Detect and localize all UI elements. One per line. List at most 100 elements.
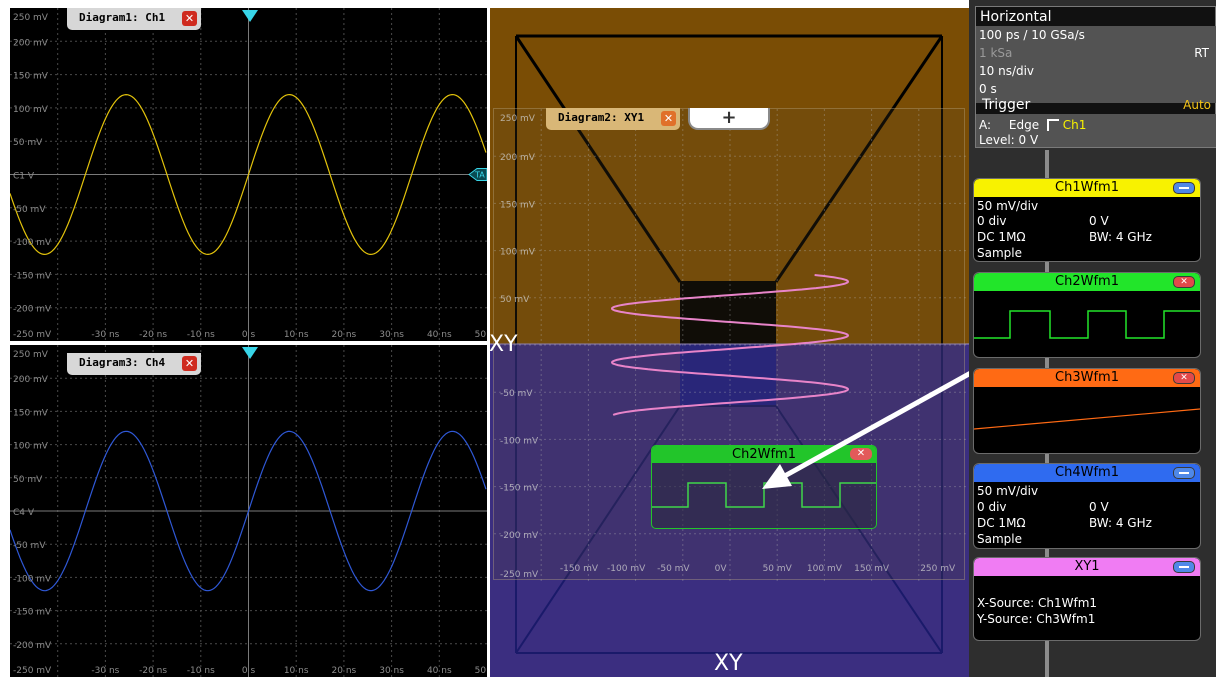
add-tab-label: + [721,107,737,128]
diagram1-trace [10,93,487,256]
drag-preview-title: Ch2Wfm1 [732,447,796,462]
diagram2-title: Diagram2: XY1 [558,111,645,124]
ch4-scale: 50 mV/div [977,484,1039,498]
diagram2-y-tick: -250 mV [500,570,539,580]
trigger-source-prefix: A: [979,118,992,132]
diagram1-x-tick: 50 ns [475,330,487,340]
xy1-panel[interactable]: XY1 X-Source: Ch1Wfm1 Y-Source: Ch3Wfm1 [973,557,1201,641]
diagram3-y-tick: -250 mV [13,666,52,676]
trigger-position-icon[interactable] [242,347,258,359]
horizontal-record-length: 1 kSa [979,46,1013,60]
diagram3-x-tick: 40 ns [427,666,452,676]
diagram2-y-tick: 150 mV [500,200,536,210]
xy1-title: XY1 [1074,559,1100,574]
ch1-offset-div: 0 div [977,214,1007,228]
ch1-bandwidth: BW: 4 GHz [1089,230,1152,244]
xy1-minimize-icon[interactable] [1173,561,1195,573]
ch2-thumbnail [974,310,1200,339]
xy1-y-source: Y-Source: Ch3Wfm1 [977,612,1096,626]
horizontal-trigger-panel[interactable]: Horizontal 100 ps / 10 GSa/s 1 kSa RT 10… [975,6,1216,148]
diagram3-tab[interactable]: Diagram3: Ch4 ✕ [67,353,201,375]
diagram2-x-tick: -150 mV [560,564,599,574]
drag-preview-waveform [652,482,876,508]
diagram1-y-tick: 250 mV [13,13,49,23]
diagram2-plot[interactable]: 250 mV 200 mV 150 mV 100 mV 50 mV -50 mV -100 … [494,109,966,581]
diagram1-y-tick: -250 mV [13,330,52,340]
horizontal-title: Horizontal [980,9,1052,25]
diagram2-y-tick: -100 mV [500,436,539,446]
add-diagram-tab[interactable]: + [688,108,770,130]
diagram3-y-tick: -100 mV [13,574,52,584]
ch3-title: Ch3Wfm1 [1055,370,1119,385]
diagram3-x-tick: -30 ns [91,666,119,676]
horizontal-position: 0 s [979,82,997,96]
diagram2-y-tick: -200 mV [500,531,539,541]
trigger-source: Ch1 [1062,118,1087,132]
diagram2-y-tick: -50 mV [500,389,533,399]
xy1-trace [610,274,850,416]
diagram2-y-tick: 200 mV [500,153,536,163]
diagram3-y-tick: -200 mV [13,641,52,651]
diagram3-y-tick: 200 mV [13,375,49,385]
ch1-waveform-panel[interactable]: Ch1Wfm1 50 mV/div 0 div 0 V DC 1MΩ BW: 4… [973,178,1201,262]
drag-preview-ch2[interactable]: Ch2Wfm1 ✕ [651,445,877,529]
diagram1-x-tick: 10 ns [284,330,309,340]
diagram1-tab[interactable]: Diagram1: Ch1 ✕ [67,8,201,30]
diagram3-trace [10,430,487,592]
xy-drop-frame [490,34,969,654]
diagram3-x-tick: -20 ns [139,666,167,676]
diagram1-title: Diagram1: Ch1 [79,11,166,24]
ch4-waveform-panel[interactable]: Ch4Wfm1 50 mV/div 0 div 0 V DC 1MΩ BW: 4… [973,463,1201,549]
ch4-bandwidth: BW: 4 GHz [1089,516,1152,530]
diagram1-x-tick: 0 s [242,330,256,340]
diagram1-x-tick: 40 ns [427,330,452,340]
ch3-close-icon[interactable]: ✕ [1173,372,1195,384]
diagram3-x-tick: 0 s [242,666,256,676]
ch2-waveform-panel[interactable]: Ch2Wfm1 ✕ [973,272,1201,358]
ch1-scale: 50 mV/div [977,199,1039,213]
trigger-level-marker[interactable] [468,168,487,181]
diagram3-x-tick: -10 ns [187,666,215,676]
diagram2-x-tick: 250 mV [920,564,956,574]
diagram2-tab[interactable]: Diagram2: XY1 ✕ [546,108,680,130]
ch4-title: Ch4Wfm1 [1055,465,1119,480]
ch4-coupling: DC 1MΩ [977,516,1026,530]
diagram1-y-tick: 100 mV [13,105,49,115]
diagram1-plot[interactable]: 250 mV 200 mV 150 mV 100 mV 50 mV C1 V -50 mV -… [10,8,487,341]
rising-edge-icon [1046,119,1059,131]
trigger-mode: Auto [1183,98,1211,112]
diagram1-panel[interactable]: 250 mV 200 mV 150 mV 100 mV 50 mV C1 V -50 mV -… [10,8,487,341]
diagram1-x-tick: -30 ns [91,330,119,340]
ch1-minimize-icon[interactable] [1173,182,1195,194]
diagram2-y-tick: 50 mV [500,295,530,305]
diagram2-x-tick: 100 mV [807,564,843,574]
diagram2-x-tick: -100 mV [607,564,646,574]
close-icon: ✕ [850,448,872,460]
diagram3-y-tick: C4 V [13,508,35,518]
diagram3-y-tick: 50 mV [13,475,43,485]
diagram1-x-tick: -10 ns [187,330,215,340]
diagram3-x-tick: 50 ns [475,666,487,676]
diagram3-close-icon[interactable]: ✕ [182,356,197,371]
trigger-type: Edge [1008,118,1040,132]
diagram2-y-tick: -150 mV [500,484,539,494]
ch4-minimize-icon[interactable] [1173,467,1195,479]
diagram2-close-icon[interactable]: ✕ [661,111,676,126]
diagram1-x-tick: 30 ns [379,330,404,340]
ch2-close-icon[interactable]: ✕ [1173,276,1195,288]
diagram3-panel[interactable]: 250 mV 200 mV 150 mV 100 mV 50 mV C4 V -50 mV -… [10,345,487,677]
ch1-title: Ch1Wfm1 [1055,180,1119,195]
ch3-header: Ch3Wfm1 ✕ [974,369,1200,387]
ch1-header: Ch1Wfm1 [974,179,1200,197]
ch3-waveform-panel[interactable]: Ch3Wfm1 ✕ [973,368,1201,454]
trigger-position-icon[interactable] [242,10,258,22]
horizontal-mode: RT [1194,46,1209,60]
diagram3-title: Diagram3: Ch4 [79,356,166,369]
diagram2-y-tick: 250 mV [500,114,536,124]
diagram3-plot[interactable]: 250 mV 200 mV 150 mV 100 mV 50 mV C4 V -50 mV -… [10,345,487,677]
ch2-header: Ch2Wfm1 ✕ [974,273,1200,291]
diagram1-x-tick: 20 ns [332,330,357,340]
diagram1-close-icon[interactable]: ✕ [182,11,197,26]
diagram3-x-tick: 10 ns [284,666,309,676]
diagram3-y-tick: -50 mV [13,541,46,551]
